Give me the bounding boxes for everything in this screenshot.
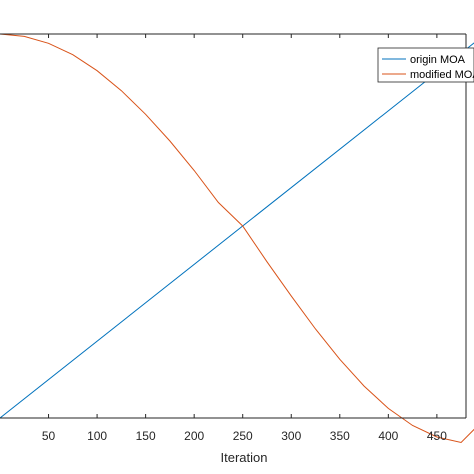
legend-box [377,47,474,83]
x-tick-label-150: 150 [136,429,156,443]
x-tick-label-350: 350 [330,429,350,443]
x-axis-label: Iteration [221,450,268,465]
x-tick-label-50: 50 [42,429,56,443]
series-line-modified-moa [0,33,474,444]
legend-label-modified-moa: modified MOA [410,69,474,81]
x-tick-label-200: 200 [184,429,204,443]
x-tick-label-100: 100 [87,429,107,443]
x-tick-label-400: 400 [378,429,398,443]
x-tick-layer: 50 100 150 200 250 300 350 400 450 [42,34,447,443]
x-tick-label-250: 250 [233,429,253,443]
plot-background [0,34,466,418]
x-tick-label-300: 300 [281,429,301,443]
series-layer [0,33,474,444]
x-tick-label-450: 450 [427,429,447,443]
legend-label-origin-moa: origin MOA [410,54,466,66]
legend: origin MOA modified MOA [377,47,474,83]
